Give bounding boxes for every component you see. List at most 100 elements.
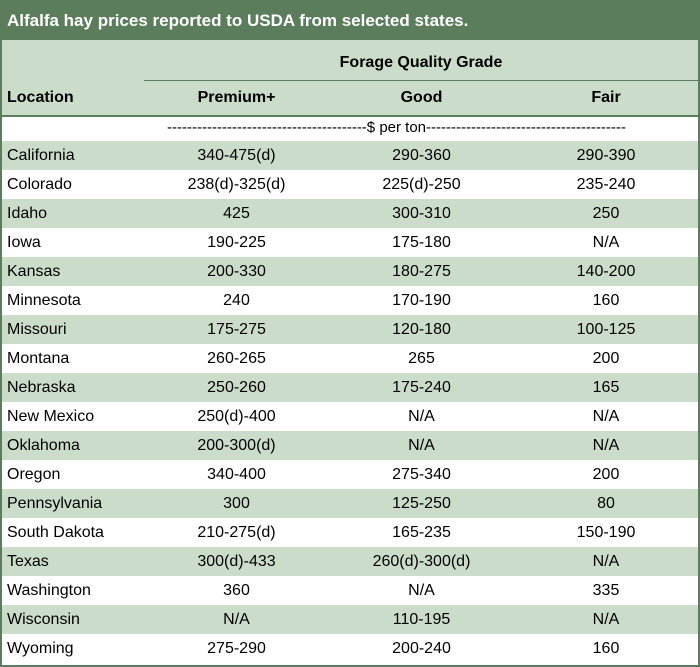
cell-location: Idaho	[2, 199, 144, 228]
cell-fair: 200	[514, 460, 698, 489]
cell-location: Nebraska	[2, 373, 144, 402]
cell-good: 265	[329, 344, 514, 373]
cell-premium: 210-275(d)	[144, 518, 329, 547]
cell-fair: 160	[514, 634, 698, 663]
cell-location: Wisconsin	[2, 605, 144, 634]
table-row: Minnesota 240 170-190 160	[2, 286, 698, 315]
cell-location: California	[2, 141, 144, 170]
table-row: Kansas 200-330 180-275 140-200	[2, 257, 698, 286]
cell-good: 180-275	[329, 257, 514, 286]
cell-fair: 235-240	[514, 170, 698, 199]
table-header: Forage Quality Grade Location Premium+ G…	[2, 40, 698, 117]
cell-location: Oregon	[2, 460, 144, 489]
column-header-premium: Premium+	[197, 89, 276, 106]
cell-good: 290-360	[329, 141, 514, 170]
cell-premium: 340-400	[144, 460, 329, 489]
table-row: Missouri 175-275 120-180 100-125	[2, 315, 698, 344]
unit-row: ----------------------------------------…	[2, 117, 698, 141]
cell-premium: 425	[144, 199, 329, 228]
cell-good: 120-180	[329, 315, 514, 344]
table-title: Alfalfa hay prices reported to USDA from…	[2, 2, 698, 40]
cell-good: 110-195	[329, 605, 514, 634]
cell-good: 200-240	[329, 634, 514, 663]
cell-premium: 250(d)-400	[144, 402, 329, 431]
cell-premium: 190-225	[144, 228, 329, 257]
cell-premium: 360	[144, 576, 329, 605]
table-row: New Mexico 250(d)-400 N/A N/A	[2, 402, 698, 431]
cell-good: N/A	[329, 431, 514, 460]
table-row: Idaho 425 300-310 250	[2, 199, 698, 228]
cell-premium: 250-260	[144, 373, 329, 402]
table-row: South Dakota 210-275(d) 165-235 150-190	[2, 518, 698, 547]
table-row: Pennsylvania 300 125-250 80	[2, 489, 698, 518]
cell-fair: N/A	[514, 431, 698, 460]
cell-fair: 250	[514, 199, 698, 228]
cell-location: Texas	[2, 547, 144, 576]
cell-fair: 200	[514, 344, 698, 373]
cell-premium: 275-290	[144, 634, 329, 663]
cell-fair: 80	[514, 489, 698, 518]
cell-fair: 335	[514, 576, 698, 605]
cell-premium: 238(d)-325(d)	[144, 170, 329, 199]
cell-premium: 240	[144, 286, 329, 315]
cell-location: New Mexico	[2, 402, 144, 431]
cell-fair: 150-190	[514, 518, 698, 547]
price-table-body: California 340-475(d) 290-360 290-390 Colora…	[2, 141, 698, 663]
table-row: Washington 360 N/A 335	[2, 576, 698, 605]
cell-premium: 340-475(d)	[144, 141, 329, 170]
table-row: Oregon 340-400 275-340 200	[2, 460, 698, 489]
cell-good: 125-250	[329, 489, 514, 518]
cell-fair: 165	[514, 373, 698, 402]
cell-good: 170-190	[329, 286, 514, 315]
cell-premium: 200-330	[144, 257, 329, 286]
cell-location: South Dakota	[2, 518, 144, 547]
column-header-good: Good	[400, 89, 443, 106]
cell-fair: N/A	[514, 402, 698, 431]
cell-location: Kansas	[2, 257, 144, 286]
cell-fair: N/A	[514, 605, 698, 634]
cell-location: Wyoming	[2, 634, 144, 663]
cell-premium: 260-265	[144, 344, 329, 373]
cell-good: N/A	[329, 402, 514, 431]
column-header-location: Location	[7, 89, 74, 106]
cell-good: N/A	[329, 576, 514, 605]
cell-fair: 140-200	[514, 257, 698, 286]
cell-premium: 300	[144, 489, 329, 518]
cell-good: 275-340	[329, 460, 514, 489]
table-row: Wyoming 275-290 200-240 160	[2, 634, 698, 663]
cell-location: Missouri	[2, 315, 144, 344]
table-row: Nebraska 250-260 175-240 165	[2, 373, 698, 402]
cell-good: 175-180	[329, 228, 514, 257]
table-row: Texas 300(d)-433 260(d)-300(d) N/A	[2, 547, 698, 576]
cell-good: 300-310	[329, 199, 514, 228]
cell-location: Iowa	[2, 228, 144, 257]
group-header-forage-quality: Forage Quality Grade	[144, 40, 698, 81]
cell-location: Minnesota	[2, 286, 144, 315]
column-header-fair: Fair	[591, 89, 621, 106]
cell-premium: 175-275	[144, 315, 329, 344]
table-row: Wisconsin N/A 110-195 N/A	[2, 605, 698, 634]
cell-location: Pennsylvania	[2, 489, 144, 518]
table-row: Montana 260-265 265 200	[2, 344, 698, 373]
cell-fair: 100-125	[514, 315, 698, 344]
cell-location: Oklahoma	[2, 431, 144, 460]
cell-premium: 200-300(d)	[144, 431, 329, 460]
cell-fair: 160	[514, 286, 698, 315]
cell-location: Montana	[2, 344, 144, 373]
cell-fair: 290-390	[514, 141, 698, 170]
cell-premium: N/A	[144, 605, 329, 634]
cell-premium: 300(d)-433	[144, 547, 329, 576]
cell-fair: N/A	[514, 547, 698, 576]
table-row: Iowa 190-225 175-180 N/A	[2, 228, 698, 257]
cell-good: 175-240	[329, 373, 514, 402]
cell-good: 165-235	[329, 518, 514, 547]
cell-location: Washington	[2, 576, 144, 605]
cell-location: Colorado	[2, 170, 144, 199]
table-row: California 340-475(d) 290-360 290-390	[2, 141, 698, 170]
cell-fair: N/A	[514, 228, 698, 257]
cell-good: 260(d)-300(d)	[329, 547, 514, 576]
cell-good: 225(d)-250	[329, 170, 514, 199]
table-row: Colorado 238(d)-325(d) 225(d)-250 235-240	[2, 170, 698, 199]
table-row: Oklahoma 200-300(d) N/A N/A	[2, 431, 698, 460]
